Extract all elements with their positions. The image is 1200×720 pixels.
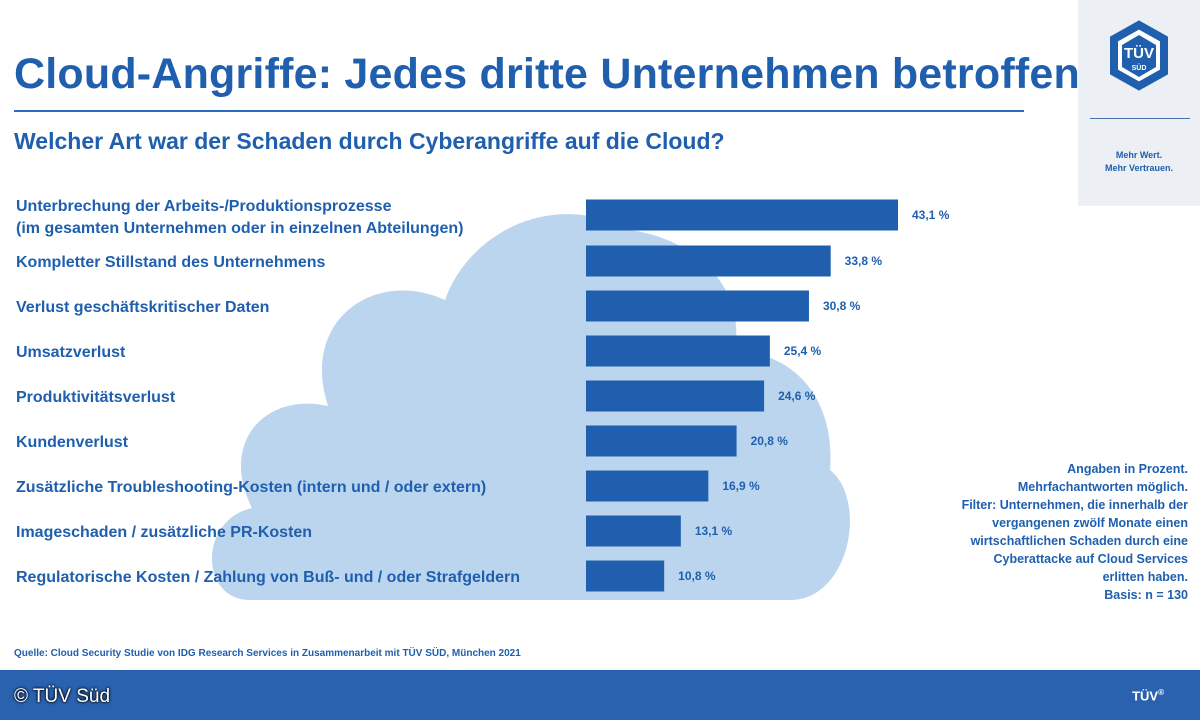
value-label: 13,1 % (695, 524, 733, 538)
chart-title: Cloud-Angriffe: Jedes dritte Unternehmen… (14, 50, 1080, 98)
bar (586, 335, 770, 367)
logo-divider (1090, 118, 1190, 119)
slogan-line: Mehr Vertrauen. (1104, 163, 1174, 173)
chart-subtitle: Welcher Art war der Schaden durch Cybera… (14, 128, 725, 154)
category-label: Umsatzverlust (16, 344, 126, 361)
bar (586, 425, 737, 457)
value-label: 24,6 % (778, 389, 816, 403)
category-label: Verlust geschäftskritischer Daten (16, 299, 269, 316)
logo-slogan: Mehr Wert. Mehr Vertrauen. (1078, 149, 1200, 175)
category-label: Regulatorische Kosten / Zahlung von Buß-… (16, 569, 520, 586)
value-label: 16,9 % (722, 479, 760, 493)
note-line: wirtschaftlichen Schaden durch eine (970, 534, 1188, 548)
note-line: Angaben in Prozent. (1067, 462, 1188, 476)
note-line: Basis: n = 130 (1104, 588, 1188, 602)
footer-brand: TÜV® (1132, 688, 1164, 703)
logo-panel: TÜV SÜD Mehr Wert. Mehr Vertrauen. (1078, 0, 1200, 206)
bar (586, 470, 709, 502)
logo-mark-text: TÜV (1124, 45, 1154, 62)
bar (586, 515, 681, 547)
copyright-text: © TÜV Süd (14, 686, 111, 707)
chart-notes: Angaben in Prozent. Mehrfachantworten mö… (868, 460, 1188, 604)
value-label: 10,8 % (678, 569, 716, 583)
category-label: Kundenverlust (16, 434, 129, 451)
category-label: (im gesamten Unternehmen oder in einzeln… (16, 220, 463, 237)
value-label: 43,1 % (912, 208, 950, 222)
category-label: Zusätzliche Troubleshooting-Kosten (inte… (16, 479, 486, 496)
registered-mark: ® (1158, 688, 1164, 697)
value-label: 33,8 % (845, 254, 883, 268)
bar (586, 380, 765, 412)
footer-bar: © TÜV Süd TÜV® (0, 670, 1200, 720)
note-line: Filter: Unternehmen, die innerhalb der (961, 498, 1188, 512)
category-label: Kompletter Stillstand des Unternehmens (16, 254, 325, 271)
tuv-logo: TÜV SÜD (1110, 20, 1168, 91)
bar (586, 290, 809, 322)
slogan-line: Mehr Wert. (1115, 150, 1163, 160)
value-label: 30,8 % (823, 299, 861, 313)
category-label: Imageschaden / zusätzliche PR-Kosten (16, 524, 312, 541)
source-note: Quelle: Cloud Security Studie von IDG Re… (14, 648, 521, 659)
note-line: erlitten haben. (1102, 570, 1188, 584)
logo-sub-text: SÜD (1132, 63, 1147, 72)
category-label: Unterbrechung der Arbeits-/Produktionspr… (16, 198, 392, 215)
category-label: Produktivitätsverlust (16, 389, 176, 406)
bar (586, 199, 898, 231)
bar (586, 245, 831, 277)
note-line: vergangenen zwölf Monate einen (992, 516, 1188, 530)
bar-chart: 43,1 % Unterbrechung der Arbeits-/Produkt… (16, 198, 950, 600)
title-divider (14, 110, 1024, 112)
note-line: Cyberattacke auf Cloud Services (993, 552, 1188, 566)
footer-brand-text: TÜV (1132, 688, 1159, 704)
bar (586, 560, 665, 592)
value-label: 20,8 % (751, 434, 789, 448)
value-label: 25,4 % (784, 344, 822, 358)
note-line: Mehrfachantworten möglich. (1017, 480, 1188, 494)
